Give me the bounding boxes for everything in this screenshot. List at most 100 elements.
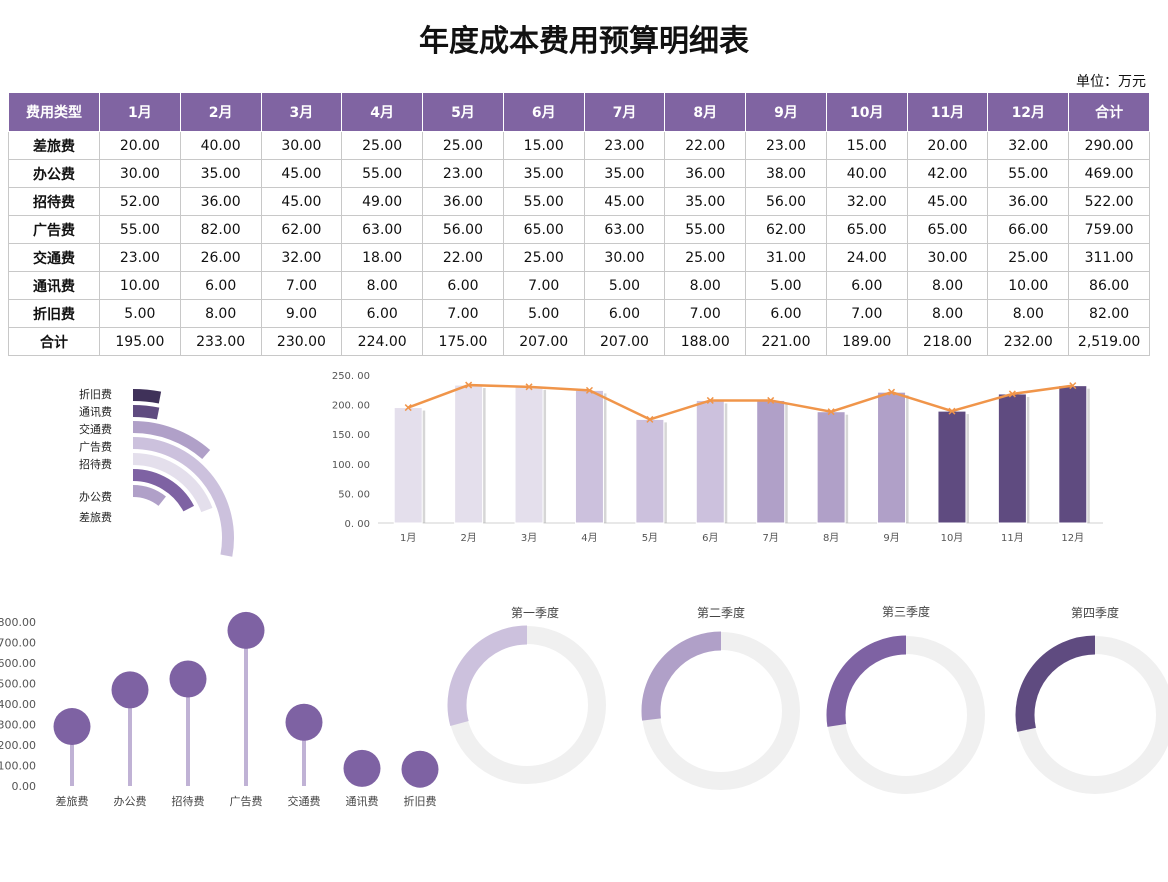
- y-tick-label: 300.00: [0, 719, 36, 732]
- table-cell: 522.00: [1068, 187, 1150, 216]
- column-header: 10月: [825, 92, 908, 132]
- table-cell: 23.00: [99, 243, 181, 272]
- y-tick-label: 0.00: [12, 780, 37, 793]
- line-marker: [706, 396, 714, 404]
- table-cell: 18.00: [341, 243, 424, 272]
- x-tick-label: 8月: [823, 532, 839, 544]
- table-cell: 6.00: [341, 299, 424, 328]
- x-tick-label: 交通费: [288, 794, 321, 808]
- table-cell: 32.00: [825, 187, 908, 216]
- table-cell: 56.00: [745, 187, 827, 216]
- table-cell: 8.00: [906, 271, 989, 300]
- table-cell: 22.00: [422, 243, 504, 272]
- bar: [454, 384, 484, 524]
- donut-segment: [826, 635, 907, 727]
- table-cell: 45.00: [583, 187, 666, 216]
- table-row: 广告费 55.00 82.00 62.00 63.00 56.00 65.00 63.00 55…: [8, 215, 1150, 244]
- lollipop-dot: [343, 749, 381, 787]
- table-cell: 45.00: [260, 159, 343, 188]
- table-cell: 36.00: [664, 159, 747, 188]
- table-cell: 31.00: [745, 243, 827, 272]
- x-tick-label: 10月: [941, 532, 964, 544]
- line-marker: [767, 396, 775, 404]
- table-cell: 7.00: [825, 299, 908, 328]
- table-cell: 6.00: [179, 271, 262, 300]
- table-cell: 25.00: [341, 131, 424, 160]
- unit-label: 单位：万元: [1076, 74, 1146, 90]
- table-cell: 311.00: [1068, 243, 1150, 272]
- lollipop-dot: [401, 750, 439, 788]
- table-row: 折旧费 5.00 8.00 9.00 6.00 7.00 5.00 6.00 7.00 6.00 7…: [8, 299, 1150, 328]
- x-tick-label: 通讯费: [346, 795, 379, 808]
- radial-bar-arc: [132, 469, 195, 512]
- radial-bar-arc: [132, 405, 160, 420]
- table-header-row: 费用类型 1月 2月 3月 4月 5月 6月 7月 8月 9月 10月 11月 12月 合计: [8, 92, 1150, 132]
- y-tick-label: 500.00: [0, 678, 36, 691]
- table-cell: 36.00: [422, 187, 504, 216]
- lollipop-dot: [169, 660, 207, 698]
- table-cell: 175.00: [422, 327, 504, 356]
- table-row: 合计 195.00 233.00 230.00 224.00 175.00 207.00 20…: [8, 327, 1150, 356]
- bar: [877, 391, 907, 524]
- x-tick-label: 4月: [581, 532, 597, 544]
- column-header: 7月: [583, 92, 666, 132]
- table-cell: 45.00: [260, 187, 343, 216]
- table-cell: 22.00: [664, 131, 747, 160]
- x-tick-label: 7月: [763, 532, 779, 544]
- bar: [1058, 385, 1088, 524]
- table-cell: 218.00: [906, 327, 989, 356]
- donut-title: 第四季度: [1071, 605, 1119, 620]
- table-cell: 65.00: [906, 215, 989, 244]
- x-tick-label: 5月: [642, 532, 658, 544]
- table-cell: 25.00: [502, 243, 585, 272]
- x-tick-label: 9月: [883, 532, 899, 544]
- line-marker: [827, 408, 835, 416]
- y-tick-label: 100. 00: [332, 460, 370, 471]
- column-header: 6月: [502, 92, 585, 132]
- column-header: 5月: [422, 92, 504, 132]
- table-cell: 221.00: [745, 327, 827, 356]
- bar: [574, 389, 604, 524]
- bar: [756, 399, 786, 524]
- table-cell: 25.00: [664, 243, 747, 272]
- table-row: 通讯费 10.00 6.00 7.00 8.00 6.00 7.00 5.00 8.00 5.00…: [8, 271, 1150, 300]
- table-cell: 207.00: [502, 327, 585, 356]
- bar: [937, 410, 967, 524]
- table-cell: 2,519.00: [1068, 327, 1150, 356]
- line-marker: [646, 415, 654, 423]
- line-marker: [404, 404, 412, 412]
- table-cell: 23.00: [422, 159, 504, 188]
- line-marker: [1008, 390, 1016, 398]
- bar: [393, 407, 423, 524]
- table-cell: 55.00: [341, 159, 424, 188]
- table-cell: 233.00: [179, 327, 262, 356]
- row-label: 交通费: [8, 243, 100, 272]
- radial-bar-label: 招待费: [79, 457, 112, 471]
- x-tick-label: 办公费: [114, 795, 147, 808]
- x-tick-label: 折旧费: [404, 794, 437, 808]
- y-tick-label: 400.00: [0, 698, 36, 711]
- radial-bar-label: 折旧费: [79, 387, 112, 401]
- radial-bar-label: 交通费: [79, 422, 112, 436]
- radial-bar-label: 广告费: [79, 441, 112, 454]
- x-tick-label: 招待费: [172, 794, 205, 808]
- table-cell: 195.00: [99, 327, 181, 356]
- table-cell: 63.00: [341, 215, 424, 244]
- line-marker: [1069, 382, 1077, 390]
- donut-segment: [641, 631, 722, 721]
- table-cell: 23.00: [583, 131, 666, 160]
- table-cell: 5.00: [99, 299, 181, 328]
- table-cell: 188.00: [664, 327, 747, 356]
- line-marker: [888, 388, 896, 396]
- table-cell: 20.00: [99, 131, 181, 160]
- lollipop-dot: [285, 703, 323, 741]
- table-cell: 40.00: [825, 159, 908, 188]
- table-cell: 32.00: [987, 131, 1070, 160]
- line-marker: [465, 381, 473, 389]
- x-tick-label: 广告费: [230, 795, 263, 808]
- y-tick-label: 700.00: [0, 637, 36, 650]
- table-cell: 7.00: [260, 271, 343, 300]
- table-row: 交通费 23.00 26.00 32.00 18.00 22.00 25.00 30.00 25…: [8, 243, 1150, 272]
- x-tick-label: 2月: [460, 532, 476, 544]
